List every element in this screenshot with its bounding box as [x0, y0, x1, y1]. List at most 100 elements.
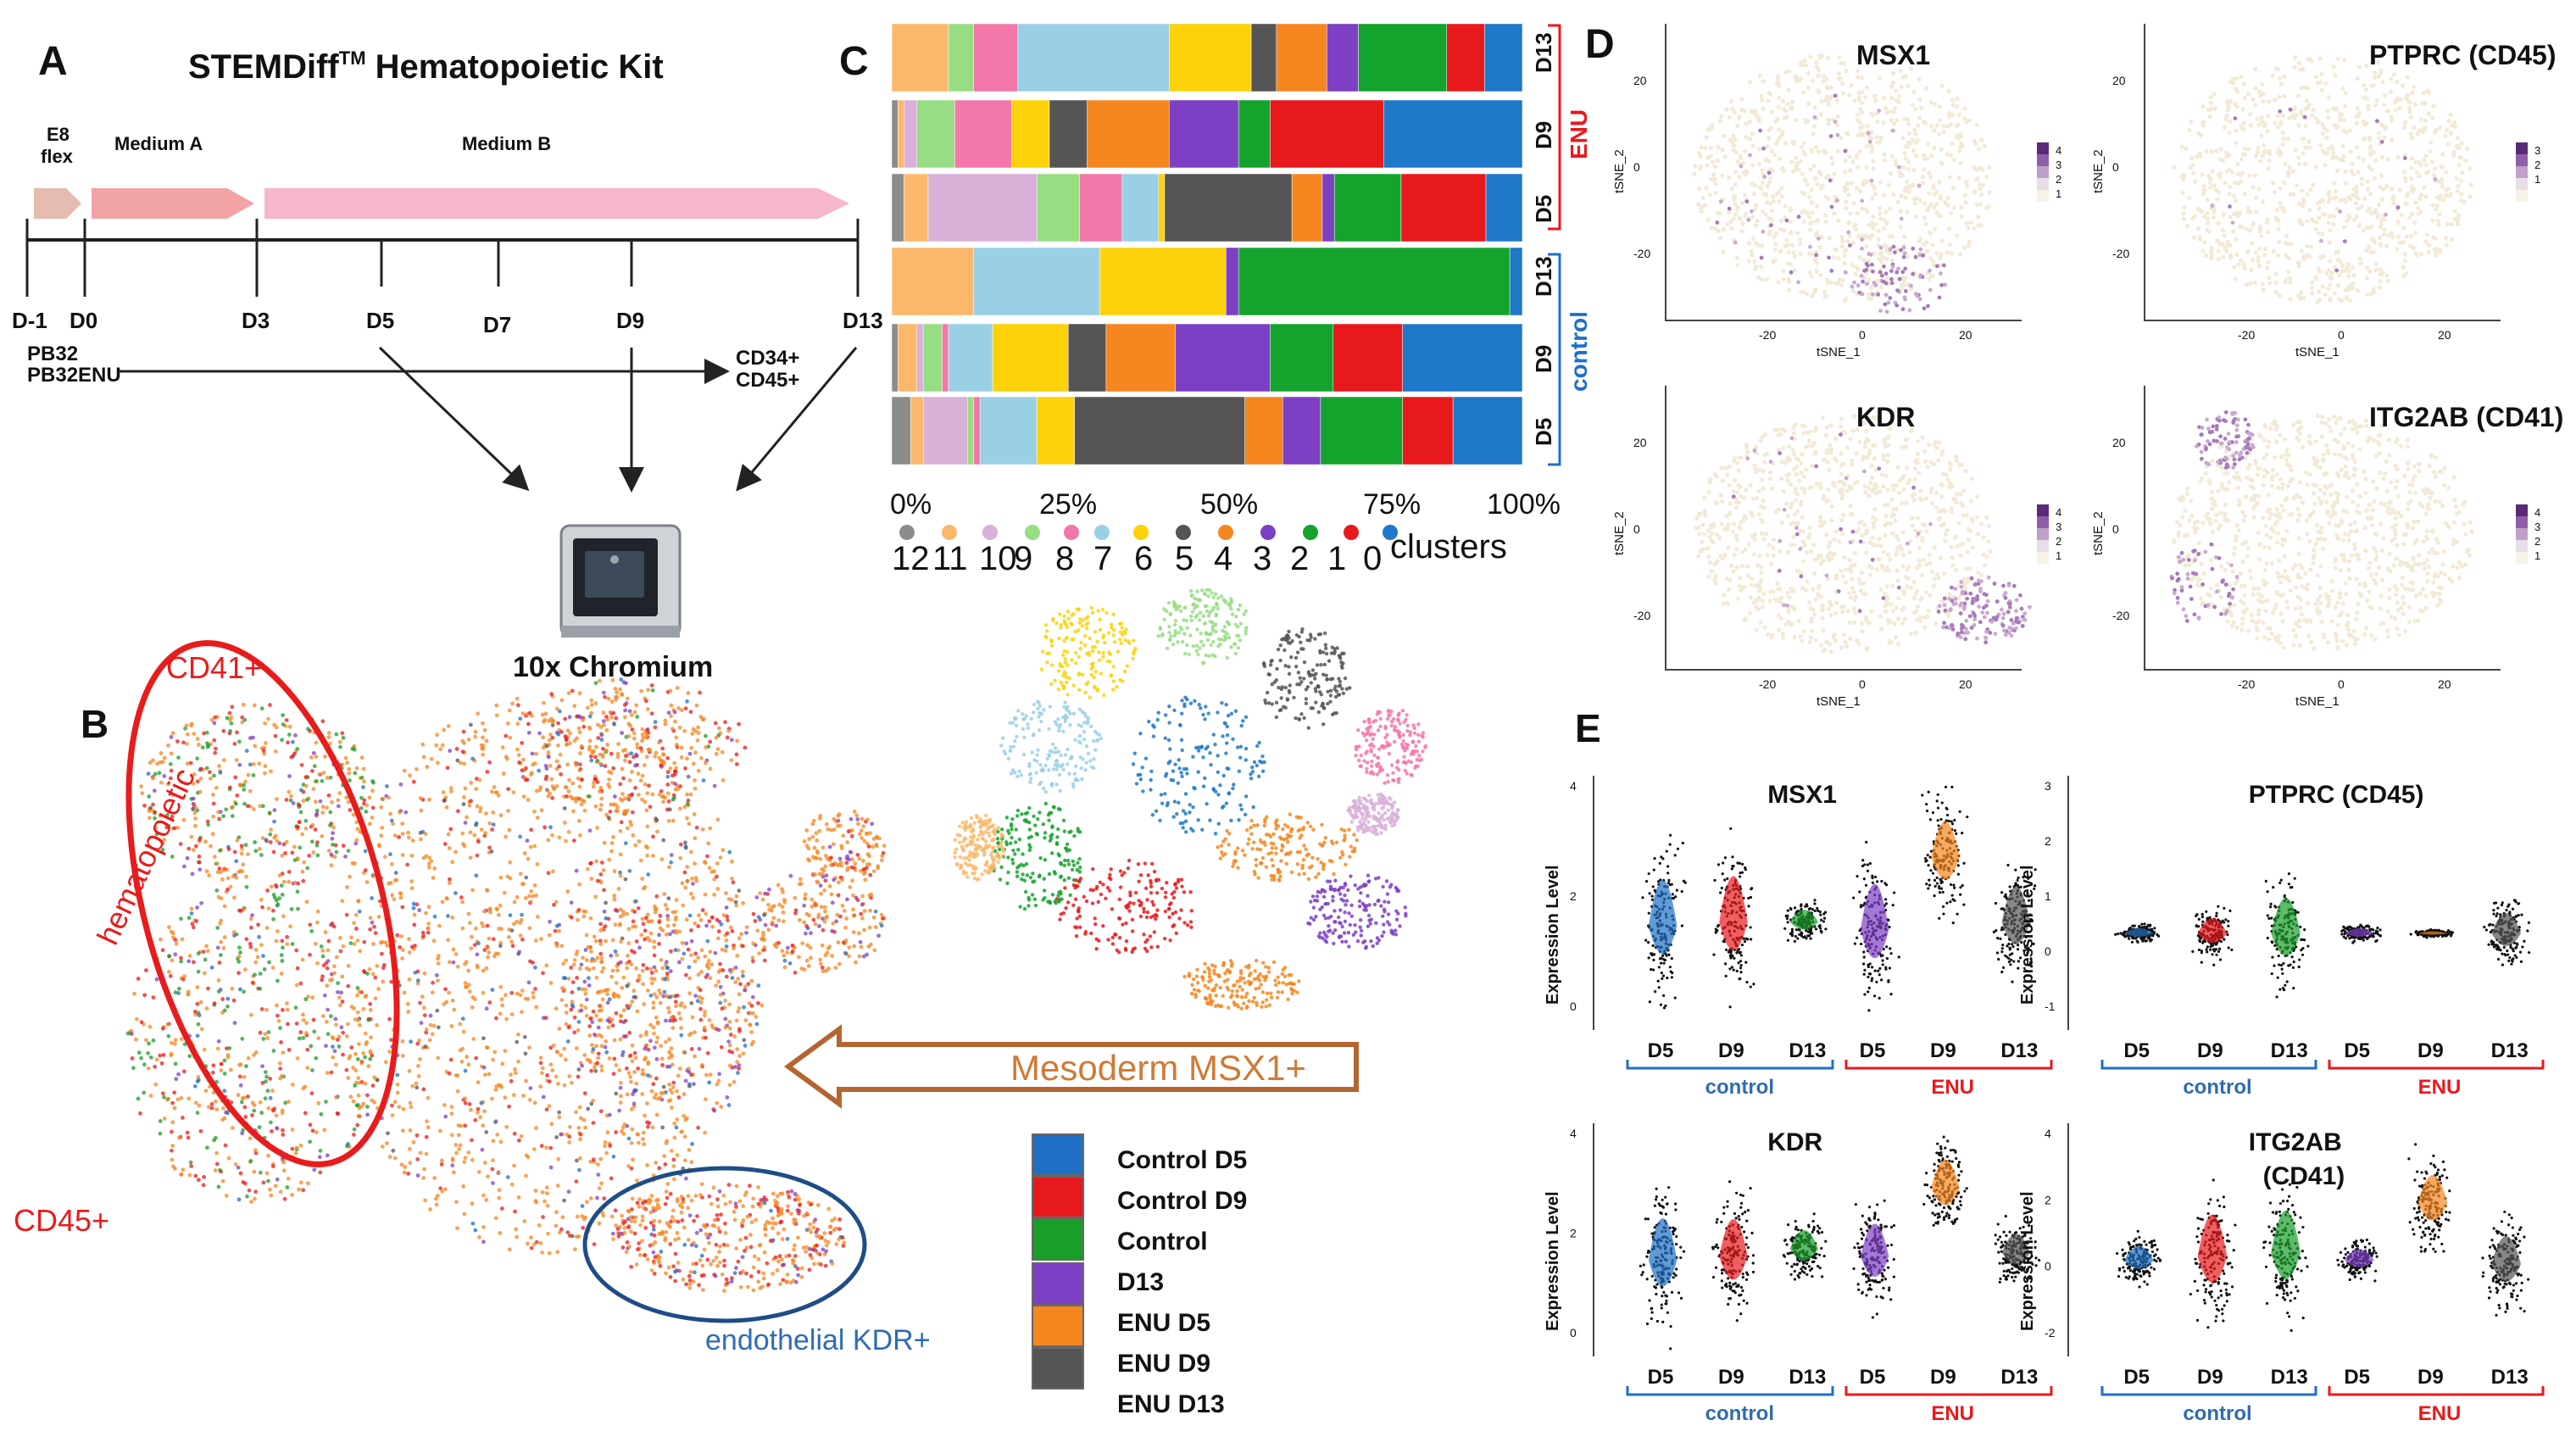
tsne-cell-point [836, 893, 841, 898]
tsne-cell-point [359, 755, 364, 760]
tsne-cell-point [687, 1070, 692, 1074]
tsne-cell-point [516, 1059, 520, 1064]
tsne-cell-point [686, 947, 691, 952]
tsne-cell-point [356, 1113, 361, 1118]
tsne-cell-point [683, 706, 688, 711]
tsne-cell-point [523, 996, 528, 1001]
tsne-cell-point [503, 1049, 508, 1053]
tsne-cell-point [589, 758, 594, 763]
tsne-cell-point [320, 974, 325, 979]
tsne-point-cluster-8 [1370, 742, 1374, 747]
tsne-cell-point [535, 861, 540, 866]
tsne-cell-point [645, 912, 650, 917]
tsne-point-cluster-6 [1057, 636, 1061, 641]
tsne-cell-point [440, 1189, 445, 1194]
tsne-cell-point [484, 1130, 489, 1134]
tsne-point-cluster-6 [1090, 645, 1095, 649]
tsne-cell-point [459, 895, 464, 899]
tsne-cell-point [644, 1029, 649, 1034]
tsne-cell-point [669, 703, 674, 708]
tsne-cell-point [651, 1206, 655, 1211]
tsne-cell-point [406, 1010, 411, 1014]
tsne-cell-point [609, 841, 615, 845]
tsne-cell-point [672, 1121, 677, 1126]
tsne-point-cluster-7 [1047, 768, 1051, 772]
tsne-cell-point [418, 1150, 423, 1156]
tsne-cell-point [548, 1062, 554, 1067]
tsne-point-cluster-9 [1225, 655, 1229, 660]
tsne-cell-point [390, 1113, 395, 1117]
tsne-cell-point [633, 785, 638, 790]
tsne-cell-point [222, 1089, 227, 1094]
tsne-cell-point [263, 771, 267, 776]
tsne-cell-point [641, 1137, 645, 1141]
tsne-cell-point [564, 958, 569, 963]
tsne-cell-point [744, 930, 748, 935]
tsne-cell-point [539, 1071, 544, 1076]
tsne-point-cluster-8 [1398, 734, 1402, 738]
tsne-cell-point [185, 761, 190, 766]
tsne-cell-point [225, 887, 230, 892]
tsne-cell-point [176, 1072, 181, 1077]
tsne-cell-point [469, 946, 474, 951]
tsne-cell-point [346, 1076, 351, 1080]
tsne-point-cluster-7 [1038, 704, 1043, 709]
tsne-cell-point [733, 980, 738, 985]
tsne-cell-point [193, 844, 198, 849]
tsne-cell-point [269, 884, 274, 889]
tsne-cell-point [431, 1023, 437, 1028]
endothelial-label: endothelial KDR+ [705, 1324, 931, 1356]
tsne-cell-point [261, 1180, 266, 1185]
tsne-cell-point [694, 1230, 699, 1235]
tsne-cell-point [518, 834, 523, 839]
tsne-point-cluster-6 [1056, 669, 1061, 673]
tsne-cell-point [469, 722, 473, 727]
tsne-cell-point [317, 771, 322, 777]
tsne-cell-point [601, 966, 606, 971]
tsne-cell-point [680, 1200, 685, 1205]
tsne-cell-point [655, 1202, 660, 1207]
tsne-cell-point [823, 864, 828, 869]
tsne-cell-point [265, 888, 270, 893]
tsne-cell-point [715, 936, 721, 941]
tsne-cell-point [410, 1083, 415, 1089]
tsne-point-cluster-9 [1172, 603, 1177, 608]
tsne-cell-point [477, 1234, 481, 1239]
tsne-cell-point [776, 918, 782, 922]
tsne-point-cluster-5 [1294, 665, 1299, 669]
tsne-cell-point [155, 761, 159, 766]
tsne-cell-point [147, 760, 153, 765]
tsne-cell-point [481, 990, 486, 995]
tsne-point-cluster-7 [1063, 719, 1067, 724]
tsne-cell-point [507, 1104, 512, 1109]
tsne-cell-point [721, 778, 726, 782]
tsne-cell-point [616, 886, 621, 891]
tsne-cell-point [481, 1239, 486, 1245]
tsne-cell-point [426, 1125, 431, 1130]
tsne-cell-point [416, 1074, 421, 1078]
tsne-cell-point [620, 1125, 626, 1130]
tsne-cell-point [192, 1083, 198, 1089]
tsne-cell-point [204, 1006, 209, 1011]
tsne-cell-point [626, 941, 631, 945]
tsne-cell-point [400, 1053, 405, 1058]
tsne-cell-point [669, 1149, 674, 1153]
tsne-point-cluster-8 [1416, 764, 1420, 769]
tsne-cell-point [408, 1128, 413, 1133]
tsne-cell-point [191, 781, 196, 786]
tsne-cell-point [244, 884, 249, 889]
tsne-cell-point [862, 909, 867, 913]
tsne-cell-point [820, 866, 824, 872]
tsne-cell-point [436, 956, 440, 961]
tsne-point-cluster-7 [1043, 763, 1048, 768]
tsne-point-cluster-9 [1178, 609, 1183, 613]
tsne-cell-point [811, 1225, 816, 1230]
tsne-cell-point [367, 966, 372, 972]
tsne-cell-point [665, 966, 670, 971]
tsne-cell-point [471, 1036, 476, 1041]
tsne-cell-point [243, 843, 248, 848]
tsne-cell-point [640, 738, 644, 743]
tsne-cell-point [179, 955, 183, 961]
tsne-cell-point [520, 1010, 524, 1015]
tsne-cell-point [260, 804, 265, 809]
